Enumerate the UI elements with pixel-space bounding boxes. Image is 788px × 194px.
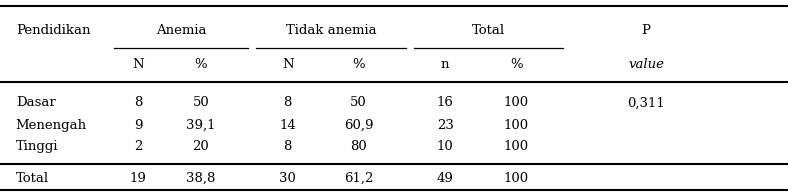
Text: 60,9: 60,9 xyxy=(344,119,374,132)
Text: Total: Total xyxy=(16,172,49,185)
Text: 8: 8 xyxy=(284,140,292,153)
Text: 20: 20 xyxy=(192,140,210,153)
Text: Menengah: Menengah xyxy=(16,119,87,132)
Text: 38,8: 38,8 xyxy=(186,172,216,185)
Text: 8: 8 xyxy=(284,96,292,109)
Text: %: % xyxy=(352,58,365,72)
Text: 100: 100 xyxy=(504,172,529,185)
Text: N: N xyxy=(132,58,143,72)
Text: Dasar: Dasar xyxy=(16,96,55,109)
Text: 8: 8 xyxy=(134,96,142,109)
Text: 14: 14 xyxy=(279,119,296,132)
Text: 100: 100 xyxy=(504,119,529,132)
Text: 19: 19 xyxy=(129,172,147,185)
Text: %: % xyxy=(195,58,207,72)
Text: 80: 80 xyxy=(350,140,367,153)
Text: 100: 100 xyxy=(504,96,529,109)
Text: 2: 2 xyxy=(134,140,142,153)
Text: 50: 50 xyxy=(350,96,367,109)
Text: n: n xyxy=(441,58,449,72)
Text: 61,2: 61,2 xyxy=(344,172,374,185)
Text: 0,311: 0,311 xyxy=(627,96,665,109)
Text: Pendidikan: Pendidikan xyxy=(16,23,91,37)
Text: P: P xyxy=(641,23,651,37)
Text: Total: Total xyxy=(472,23,505,37)
Text: 23: 23 xyxy=(437,119,454,132)
Text: 10: 10 xyxy=(437,140,454,153)
Text: value: value xyxy=(628,58,664,72)
Text: %: % xyxy=(510,58,522,72)
Text: Tidak anemia: Tidak anemia xyxy=(285,23,377,37)
Text: Tinggi: Tinggi xyxy=(16,140,58,153)
Text: 39,1: 39,1 xyxy=(186,119,216,132)
Text: 9: 9 xyxy=(134,119,142,132)
Text: 30: 30 xyxy=(279,172,296,185)
Text: 49: 49 xyxy=(437,172,454,185)
Text: 50: 50 xyxy=(192,96,210,109)
Text: N: N xyxy=(282,58,293,72)
Text: 100: 100 xyxy=(504,140,529,153)
Text: 16: 16 xyxy=(437,96,454,109)
Text: Anemia: Anemia xyxy=(156,23,206,37)
